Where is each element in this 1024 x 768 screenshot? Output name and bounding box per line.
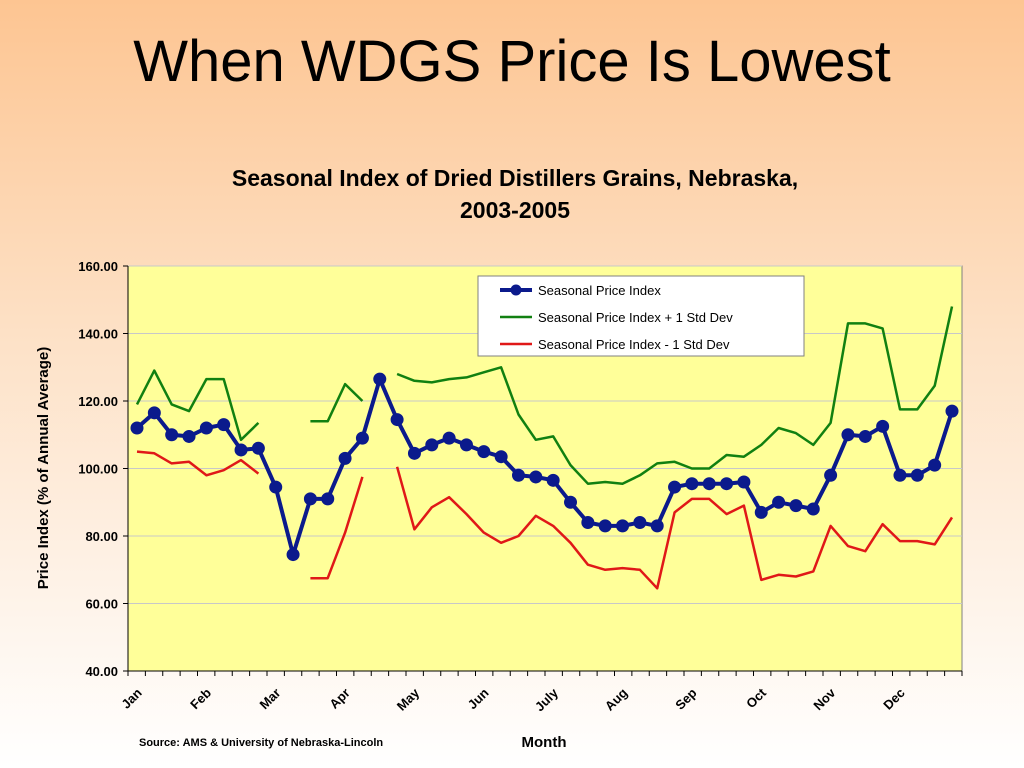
series-line: [136, 450, 260, 477]
data-point: [754, 505, 768, 519]
data-point: [459, 438, 473, 452]
data-point: [199, 421, 213, 435]
data-point: [564, 495, 578, 509]
data-point: [373, 372, 387, 386]
x-axis-label: Month: [522, 734, 567, 751]
data-point: [269, 480, 283, 494]
data-point: [321, 492, 335, 506]
y-tick-label: 80.00: [85, 529, 118, 544]
series-line: [135, 369, 260, 442]
series-minus-std-dev: [136, 450, 954, 590]
data-point: [217, 418, 231, 432]
data-point: [806, 502, 820, 516]
series: [130, 306, 959, 590]
data-point: [425, 438, 439, 452]
data-point: [477, 445, 491, 459]
y-tick-label: 40.00: [85, 664, 118, 679]
legend-label: Seasonal Price Index + 1 Std Dev: [538, 310, 733, 325]
chart-title-line-2: 2003-2005: [460, 197, 570, 223]
data-point: [668, 480, 682, 494]
data-point: [407, 446, 421, 460]
y-tick-label: 160.00: [78, 259, 118, 274]
x-tick-label: Nov: [810, 685, 839, 714]
series-plus-std-dev: [135, 306, 954, 485]
data-point: [858, 429, 872, 443]
data-point: [234, 443, 248, 457]
legend-box: [477, 275, 805, 357]
x-axis-ticks: Jan Feb Mar Apr May Jun July Aug Sep Oct Nov Dec: [118, 671, 963, 715]
data-point: [511, 468, 525, 482]
data-point: [390, 413, 404, 427]
x-tick-label: Jan: [118, 685, 144, 711]
y-axis-label: Price Index (% of Annual Average): [35, 347, 52, 590]
data-point: [876, 419, 890, 433]
x-tick-label: Apr: [326, 685, 352, 711]
data-point: [182, 429, 196, 443]
data-point: [442, 431, 456, 445]
data-point: [529, 470, 543, 484]
data-point: [702, 477, 716, 491]
chart-title-line-1: Seasonal Index of Dried Distillers Grain…: [231, 165, 799, 191]
x-tick-label: Dec: [880, 685, 907, 712]
data-point: [893, 468, 907, 482]
series-seasonal-price-index: [130, 372, 959, 562]
data-point: [737, 475, 751, 489]
y-tick-label: 100.00: [78, 462, 118, 477]
y-tick-label: 60.00: [85, 597, 118, 612]
series-line: [310, 476, 364, 580]
data-point: [494, 450, 508, 464]
y-axis-ticks: 40.00 60.00 80.00 100.00 120.00 140.00 160.00: [78, 259, 128, 679]
x-tick-label: Aug: [602, 685, 631, 714]
legend-marker: [510, 284, 522, 296]
data-point: [720, 477, 734, 491]
data-point: [945, 404, 959, 418]
data-point: [928, 458, 942, 472]
data-point: [165, 428, 179, 442]
x-tick-label: Feb: [187, 685, 214, 712]
data-point: [147, 406, 161, 420]
y-tick-label: 120.00: [78, 394, 118, 409]
x-tick-label: Oct: [743, 685, 769, 711]
legend: Seasonal Price Index Seasonal Price Index…: [477, 275, 805, 357]
slide-title: When WDGS Price Is Lowest: [133, 29, 891, 94]
series-line: [395, 466, 954, 590]
data-point: [910, 468, 924, 482]
y-tick-label: 140.00: [78, 327, 118, 342]
data-point: [130, 421, 144, 435]
data-point: [650, 519, 664, 533]
series-line: [310, 382, 364, 423]
x-tick-label: Sep: [672, 685, 700, 713]
data-point: [598, 519, 612, 533]
x-tick-label: May: [394, 685, 423, 714]
data-point: [251, 441, 265, 455]
chart-title: Seasonal Index of Dried Distillers Grain…: [130, 162, 900, 226]
data-point: [841, 428, 855, 442]
data-point: [338, 451, 352, 465]
data-point: [633, 516, 647, 529]
source-note: Source: AMS & University of Nebraska-Lin…: [139, 737, 384, 749]
x-tick-label: Mar: [257, 685, 284, 712]
data-point: [685, 477, 699, 491]
data-point: [772, 495, 786, 509]
legend-label: Seasonal Price Index: [538, 283, 661, 298]
x-tick-label: Jun: [465, 685, 492, 712]
x-tick-label: July: [532, 685, 562, 715]
data-point: [616, 519, 630, 533]
data-point: [789, 499, 803, 513]
data-point: [824, 468, 838, 482]
data-point: [303, 492, 317, 506]
data-point: [581, 516, 595, 529]
series-line: [396, 306, 954, 485]
data-point: [355, 431, 369, 445]
legend-label: Seasonal Price Index - 1 Std Dev: [538, 337, 730, 352]
data-point: [546, 473, 560, 487]
data-point: [286, 548, 300, 562]
